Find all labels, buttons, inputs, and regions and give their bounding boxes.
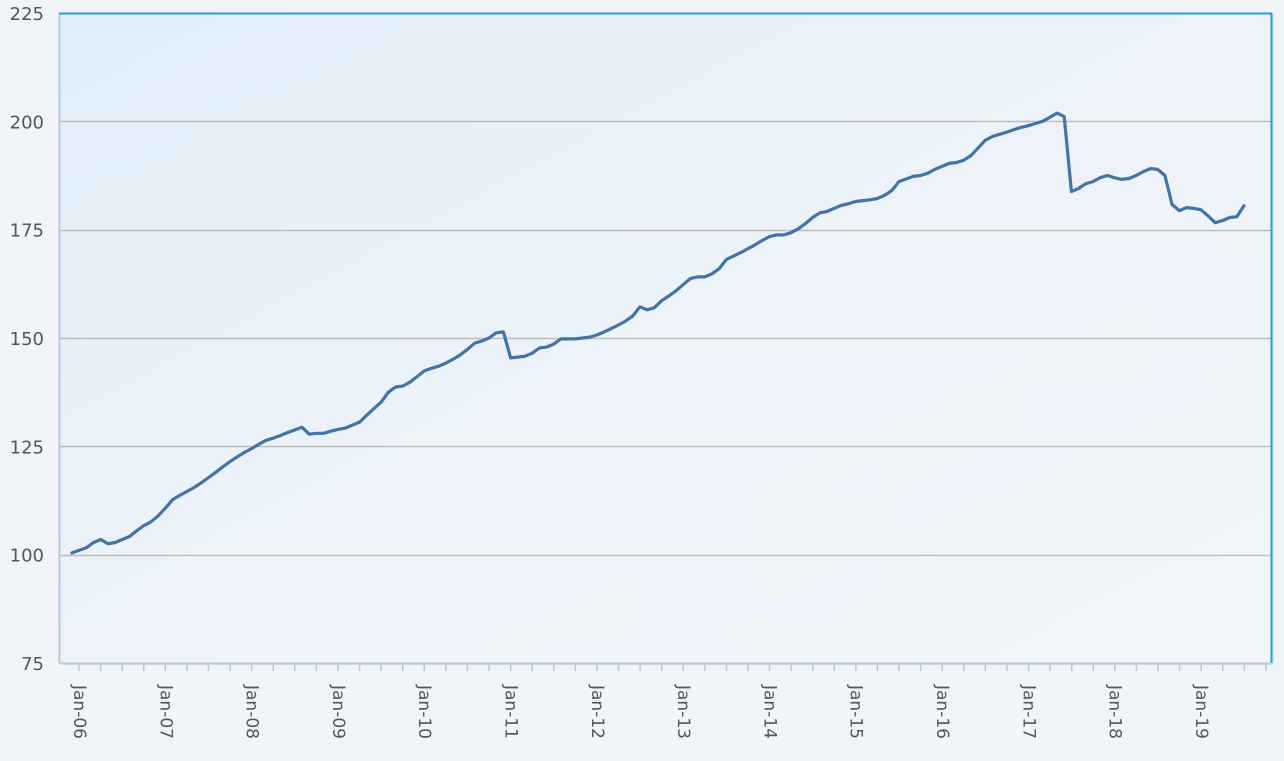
x-tick-label: Jan-15 (846, 684, 866, 739)
x-axis: Jan-06 Jan-07 Jan-08 Jan-09 Jan-10 Jan-11 Jan-… (59, 662, 1271, 739)
series-line-0 (70, 111, 1246, 555)
gridlines (59, 120, 1271, 557)
x-tick-label: Jan-10 (414, 684, 434, 739)
y-axis: 75 100 125 150 175 200 225 (10, 4, 61, 675)
y-tick-label: 75 (21, 654, 44, 675)
x-tick-label: Jan-09 (328, 684, 348, 739)
x-tick-label: Jan-12 (587, 684, 607, 739)
x-tick-label: Jan-14 (759, 684, 779, 739)
y-tick-label: 125 (10, 437, 44, 458)
y-tick-label: 150 (10, 329, 44, 350)
x-tick-label: Jan-13 (673, 684, 693, 739)
x-tick-label: Jan-18 (1105, 684, 1125, 739)
y-tick-label: 100 (10, 546, 44, 567)
plot-border (59, 12, 1273, 663)
x-tick-label: Jan-17 (1018, 684, 1038, 739)
y-tick-label: 175 (10, 221, 44, 242)
y-tick-label: 225 (10, 4, 44, 25)
x-tick-label: Jan-07 (155, 684, 175, 739)
x-tick-label: Jan-06 (69, 684, 89, 739)
x-tick-label: Jan-16 (932, 684, 952, 739)
data-series (70, 111, 1246, 555)
y-tick-label: 200 (10, 112, 44, 133)
x-tick-label: Jan-11 (501, 684, 521, 739)
x-tick-label: Jan-19 (1191, 684, 1211, 739)
x-tick-label: Jan-08 (242, 684, 262, 739)
